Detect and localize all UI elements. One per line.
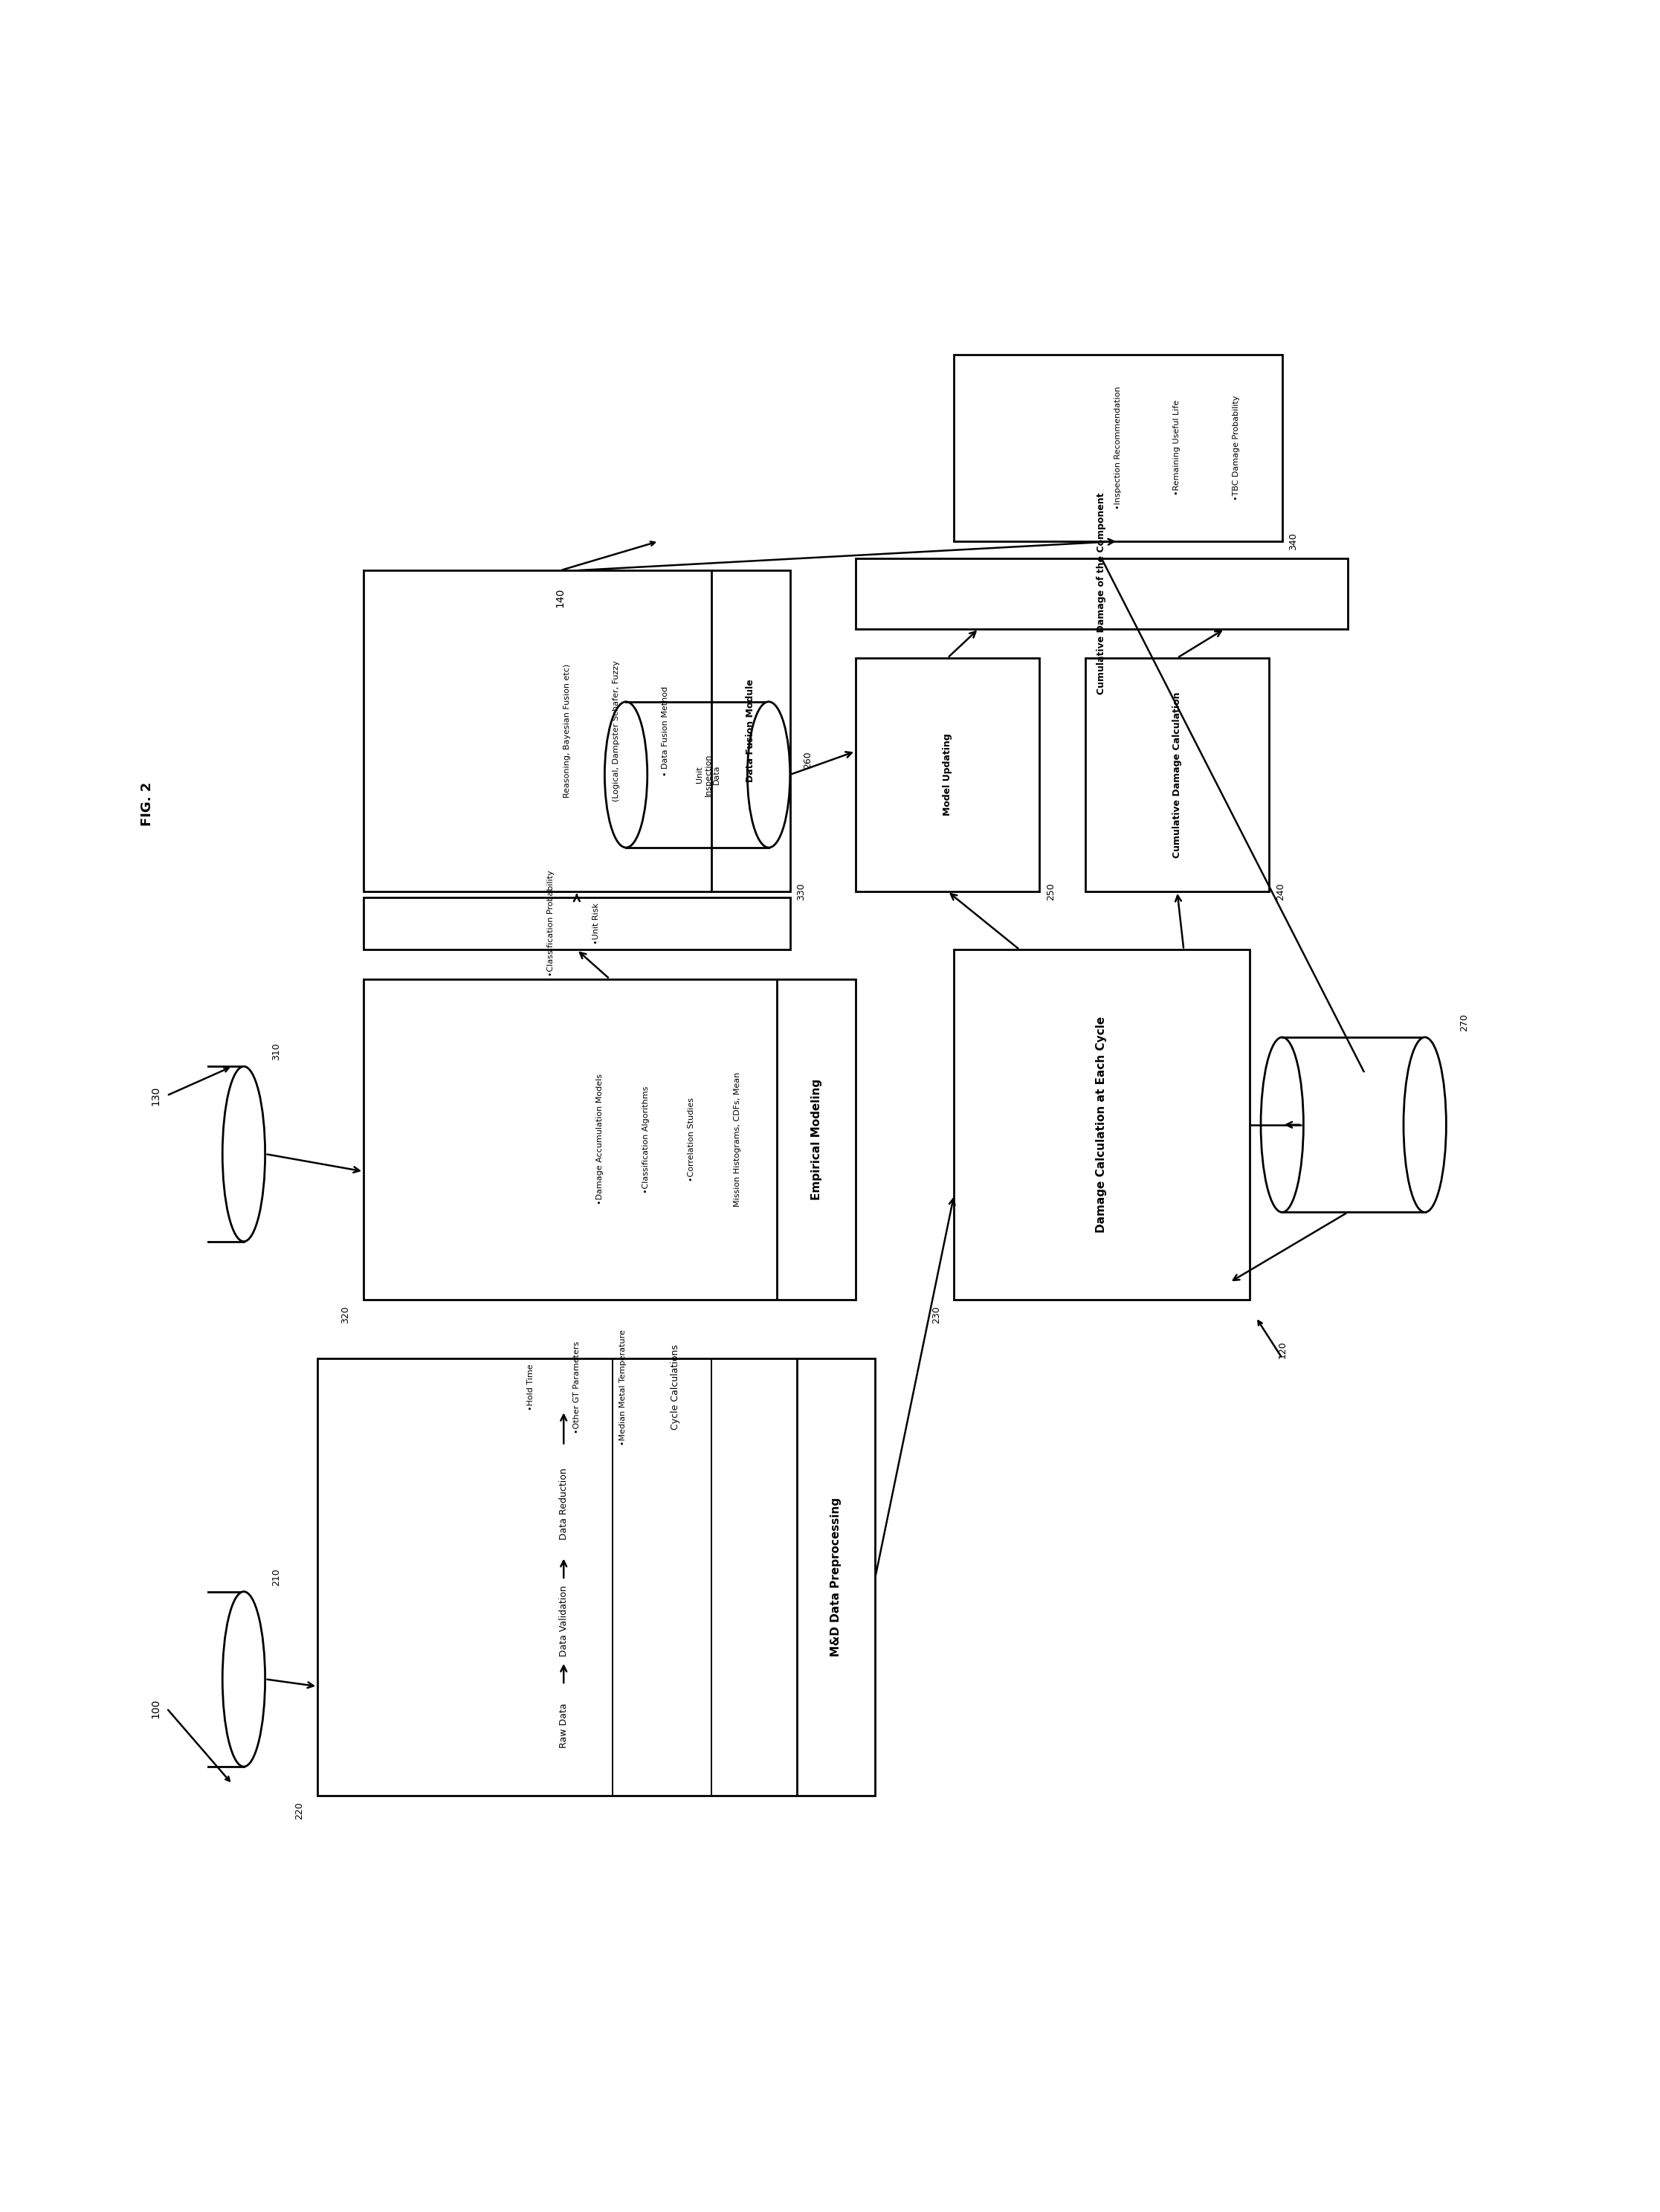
Text: Cycle Calculations: Cycle Calculations [671, 1345, 681, 1431]
Text: •Inspection Recommendation: •Inspection Recommendation [1114, 387, 1122, 509]
Ellipse shape [222, 1593, 266, 1767]
Text: (Logical, Dampster Schafer, Fuzzy: (Logical, Dampster Schafer, Fuzzy [613, 661, 619, 801]
Text: •Damage Accumulation Models: •Damage Accumulation Models [596, 1073, 604, 1206]
Text: 240: 240 [1275, 883, 1285, 900]
Ellipse shape [80, 1593, 123, 1767]
Text: •Hold Time: •Hold Time [528, 1365, 535, 1411]
Ellipse shape [1404, 1037, 1446, 1212]
Text: •Correlation Studies: •Correlation Studies [687, 1097, 696, 1181]
Ellipse shape [80, 1066, 123, 1241]
Text: •Remaining Useful Life: •Remaining Useful Life [1174, 400, 1180, 495]
Text: •Other GT Parameters: •Other GT Parameters [573, 1340, 581, 1433]
Text: 210: 210 [272, 1568, 281, 1586]
Polygon shape [954, 354, 1282, 542]
Polygon shape [101, 1066, 244, 1241]
Text: Data Reduction: Data Reduction [559, 1469, 568, 1540]
Text: Cumulative Damage Calculation: Cumulative Damage Calculation [1172, 692, 1182, 858]
Text: Unit
Inspection
Data: Unit Inspection Data [696, 754, 720, 796]
Text: •TBC Damage Probability: •TBC Damage Probability [1232, 396, 1240, 500]
Ellipse shape [747, 701, 790, 847]
Text: M&D Data Preprocessing: M&D Data Preprocessing [830, 1498, 842, 1657]
Text: 310: 310 [272, 1042, 281, 1060]
Text: 120: 120 [1277, 1340, 1286, 1358]
Text: 100: 100 [151, 1699, 161, 1719]
Text: 270: 270 [1459, 1013, 1469, 1031]
Text: Empirical Modeling: Empirical Modeling [810, 1079, 822, 1199]
Text: 220: 220 [295, 1801, 304, 1818]
Text: Data Validation: Data Validation [559, 1586, 568, 1657]
Text: 320: 320 [340, 1305, 350, 1323]
Text: 330: 330 [797, 883, 807, 900]
Text: •Unit Risk: •Unit Risk [593, 902, 601, 945]
Polygon shape [1086, 657, 1268, 891]
Ellipse shape [1262, 1037, 1303, 1212]
Polygon shape [364, 980, 855, 1301]
Polygon shape [954, 949, 1250, 1301]
Text: Reasoning, Bayesian Fusion etc): Reasoning, Bayesian Fusion etc) [563, 664, 571, 799]
Text: 340: 340 [1288, 533, 1298, 551]
Polygon shape [101, 1593, 244, 1767]
Ellipse shape [604, 701, 647, 847]
Text: FIG. 2: FIG. 2 [141, 781, 154, 825]
Ellipse shape [222, 1066, 266, 1241]
Text: •Median Metal Temperature: •Median Metal Temperature [619, 1329, 626, 1444]
Text: Mission Histograms, CDFs, Mean: Mission Histograms, CDFs, Mean [734, 1073, 742, 1208]
Polygon shape [364, 571, 790, 891]
Polygon shape [626, 701, 769, 847]
Text: Damage Calculation at Each Cycle: Damage Calculation at Each Cycle [1096, 1018, 1107, 1232]
Text: 140: 140 [554, 588, 566, 608]
Text: • Data Fusion Method: • Data Fusion Method [662, 686, 669, 776]
Polygon shape [855, 560, 1348, 628]
Polygon shape [364, 898, 790, 949]
Text: •Classification Algorithms: •Classification Algorithms [642, 1086, 649, 1192]
Text: 260: 260 [803, 752, 813, 770]
Text: Model Updating: Model Updating [943, 734, 953, 816]
Text: 130: 130 [151, 1086, 161, 1106]
Text: Cumulative Damage of the Component: Cumulative Damage of the Component [1097, 493, 1107, 695]
Polygon shape [855, 657, 1039, 891]
Text: 250: 250 [1046, 883, 1056, 900]
Text: Data Fusion Module: Data Fusion Module [745, 679, 755, 783]
Polygon shape [317, 1358, 875, 1796]
Text: •Classification Probability: •Classification Probability [546, 869, 554, 975]
Text: Raw Data: Raw Data [559, 1703, 568, 1747]
Text: 230: 230 [931, 1305, 941, 1323]
Polygon shape [1282, 1037, 1424, 1212]
